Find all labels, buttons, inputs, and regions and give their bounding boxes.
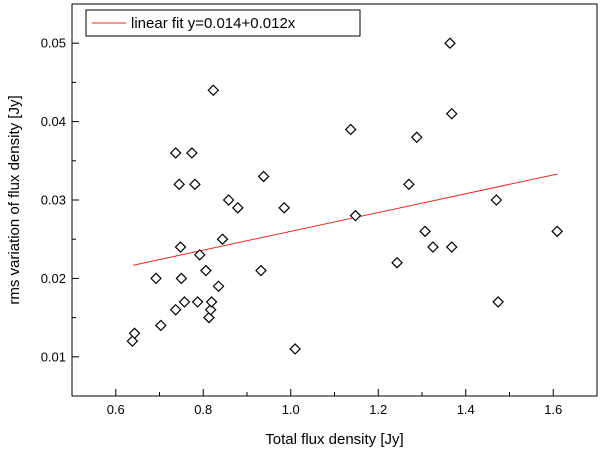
data-point	[203, 311, 215, 324]
data-point	[289, 343, 301, 355]
x-tick-label: 1.6	[544, 402, 562, 417]
data-point	[178, 296, 191, 308]
fit-line	[133, 173, 558, 266]
data-point	[257, 170, 270, 183]
data-point	[205, 296, 218, 308]
legend-label: linear fit y=0.014+0.012x	[131, 15, 296, 32]
data-point	[212, 280, 225, 293]
plot-frame	[71, 3, 598, 397]
data-point	[174, 241, 187, 253]
data-point	[175, 272, 188, 285]
x-tick-label: 0.6	[107, 402, 125, 417]
x-axis-label: Total flux density [Jy]	[265, 431, 403, 448]
data-point	[222, 194, 235, 206]
y-tick-label: 0.03	[41, 193, 66, 208]
data-point	[492, 296, 504, 308]
data-point	[349, 209, 362, 222]
axis-ticks: 0.6 0.8 1.0 1.2 1.4 1.6 0.01 0.02 0.03 0.04 0.05	[41, 3, 598, 417]
data-point	[207, 84, 220, 97]
data-point	[186, 147, 198, 159]
x-tick-label: 0.8	[194, 402, 212, 417]
data-point	[169, 147, 182, 159]
y-tick-label: 0.01	[41, 349, 66, 364]
data-point	[445, 107, 458, 120]
data-point	[403, 178, 415, 191]
data-point	[278, 201, 291, 214]
data-point	[344, 123, 357, 136]
legend-box	[85, 9, 361, 37]
y-axis-label: rms variation of flux density [Jy]	[6, 95, 23, 304]
data-point	[193, 249, 206, 261]
data-point	[204, 303, 217, 316]
data-point	[191, 296, 204, 308]
y-tick-label: 0.04	[41, 114, 66, 129]
data-point	[169, 303, 182, 316]
data-point	[490, 194, 503, 206]
data-point	[150, 272, 162, 285]
legend: linear fit y=0.014+0.012x	[85, 9, 361, 37]
data-point	[128, 327, 141, 340]
data-point	[391, 256, 403, 269]
data-point	[200, 264, 212, 277]
y-tick-label: 0.05	[41, 36, 66, 51]
data-point	[154, 319, 167, 332]
x-tick-label: 1.4	[457, 402, 475, 417]
x-tick-label: 1.0	[282, 402, 300, 417]
data-point	[419, 225, 431, 238]
data-point	[427, 241, 439, 253]
data-points	[126, 37, 564, 355]
data-point	[173, 178, 186, 191]
data-point	[189, 178, 201, 191]
data-point	[410, 131, 423, 144]
data-point	[231, 201, 244, 214]
data-point	[445, 241, 458, 253]
fit-line-layer	[133, 173, 558, 266]
data-point	[444, 37, 456, 50]
x-tick-label: 1.2	[369, 402, 387, 417]
data-point	[551, 225, 564, 238]
data-point	[216, 233, 229, 246]
data-point	[255, 264, 267, 277]
y-tick-label: 0.02	[41, 271, 66, 286]
